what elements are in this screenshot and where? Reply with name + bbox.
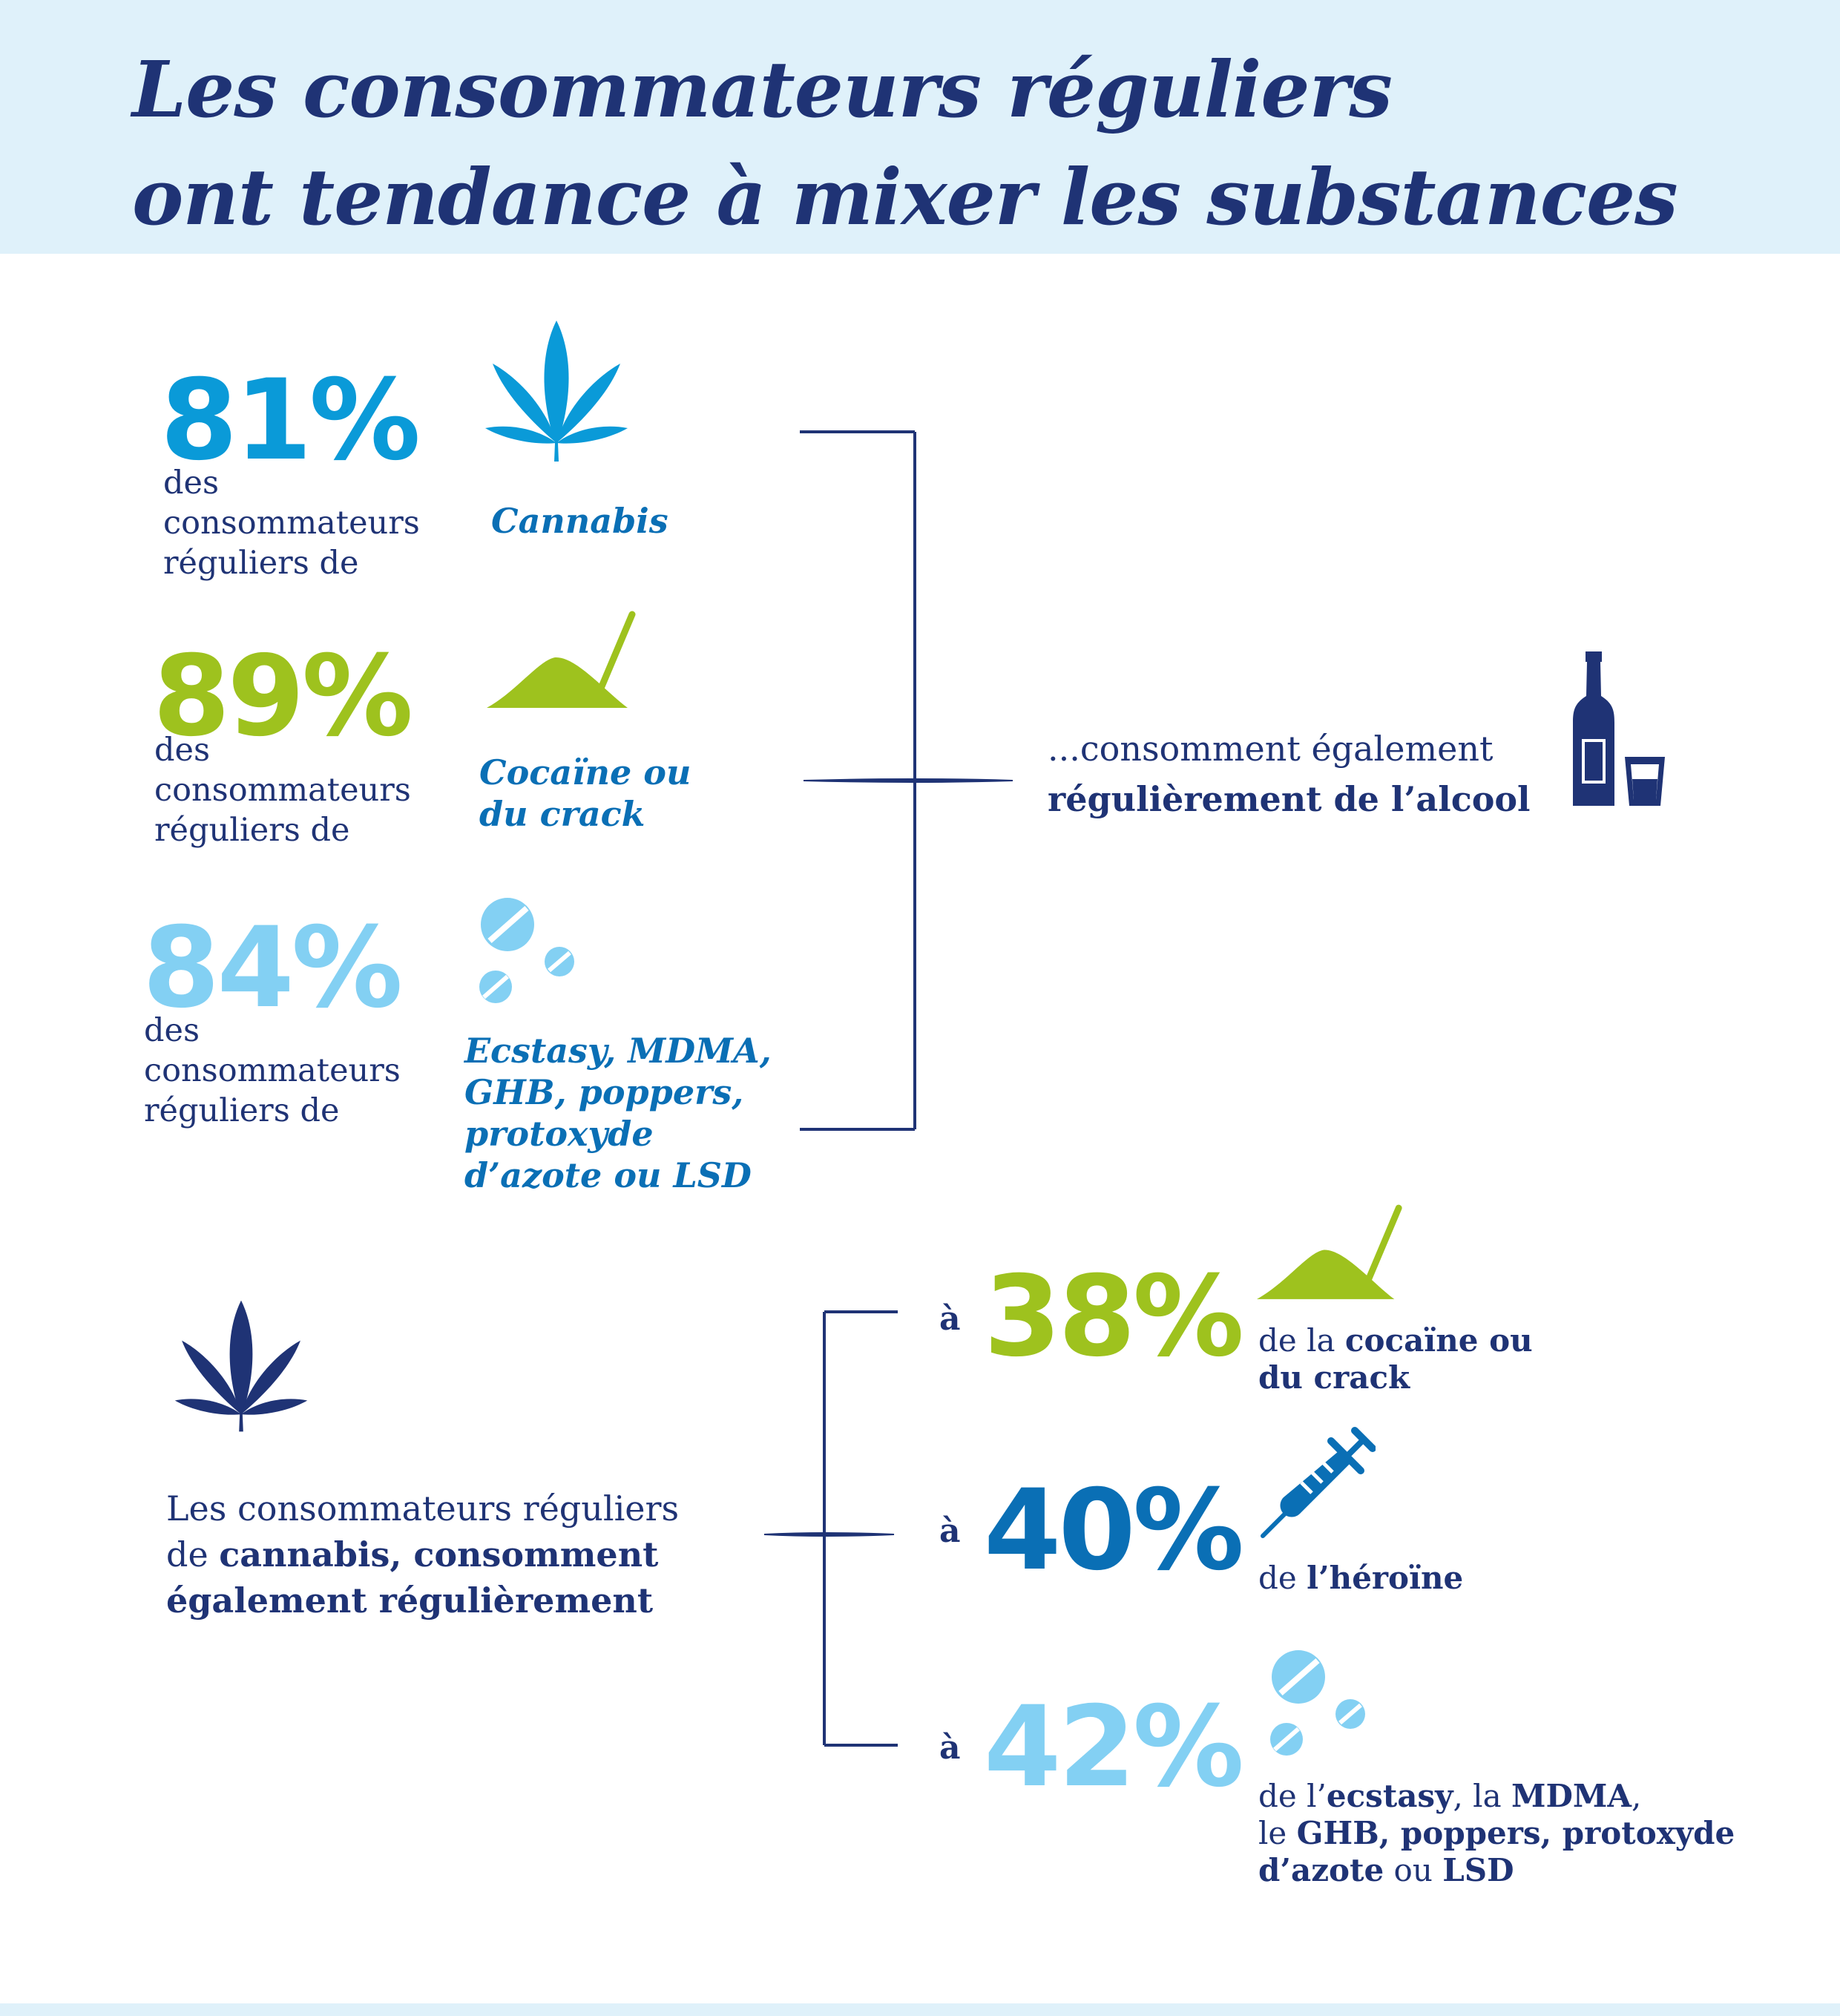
desc-cannabis: des consommateurs réguliers de xyxy=(163,464,420,582)
bottle-glass-icon xyxy=(1573,651,1665,806)
substance-ecstasy: Ecstasy, MDMA, GHB, poppers, protoxyde d… xyxy=(464,1031,772,1195)
page-title: Les consommateurs réguliers ont tendance… xyxy=(132,36,1678,251)
syringe-icon xyxy=(1261,1427,1376,1538)
cannabis-users-text: Les consommateurs réguliers de cannabis,… xyxy=(166,1488,680,1621)
percent-cocaine: 89% xyxy=(153,632,413,761)
detail-heroin: de l’héroïne xyxy=(1258,1560,1464,1596)
title-banner xyxy=(0,0,1840,254)
footer-band xyxy=(0,2003,1840,2016)
substance-cocaine: Cocaïne ou du crack xyxy=(479,752,691,834)
powder-line-icon xyxy=(487,611,636,708)
cannabis-leaf-icon xyxy=(485,321,628,462)
percent-40: 40% xyxy=(984,1466,1244,1595)
desc-ecstasy: des consommateurs réguliers de xyxy=(144,1012,401,1129)
percent-38: 38% xyxy=(984,1252,1244,1382)
pills-icon-2 xyxy=(1270,1650,1365,1756)
detail-ecstasy: de l’ecstasy, la MDMA, le GHB, poppers, … xyxy=(1258,1778,1735,1888)
percent-42: 42% xyxy=(984,1683,1244,1812)
substance-cannabis: Cannabis xyxy=(491,501,668,541)
prefix-a-2: à xyxy=(939,1512,961,1550)
cannabis-leaf-icon-navy xyxy=(174,1300,308,1432)
pills-icon xyxy=(479,898,574,1003)
title-line-2: ont tendance à mixer les substances xyxy=(132,151,1678,243)
powder-line-icon-2 xyxy=(1257,1204,1402,1299)
alcohol-result-text: ...consomment également régulièrement de… xyxy=(1048,729,1531,819)
title-line-1: Les consommateurs réguliers xyxy=(132,44,1393,135)
percent-ecstasy: 84% xyxy=(142,904,403,1033)
desc-cocaine: des consommateurs réguliers de xyxy=(154,732,411,849)
percent-cannabis: 81% xyxy=(160,356,421,485)
detail-cocaine: de la cocaïne ou du crack xyxy=(1258,1322,1533,1396)
prefix-a-1: à xyxy=(939,1300,961,1338)
prefix-a-3: à xyxy=(939,1729,961,1767)
